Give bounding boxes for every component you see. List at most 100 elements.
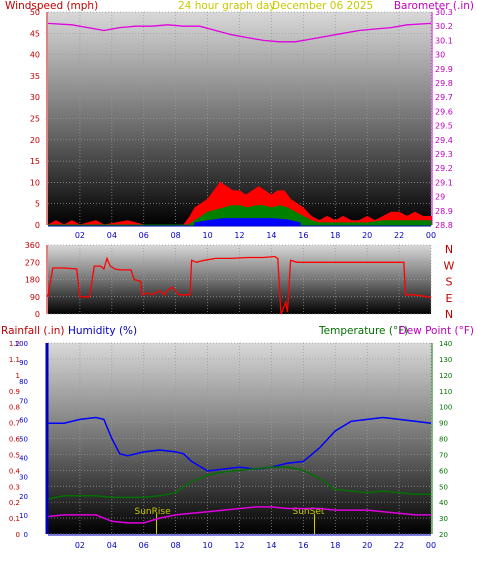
humidity-tick-label: 80: [19, 378, 28, 386]
temperature-tick-label: 140: [439, 340, 452, 348]
rainfall-tick-label: 0.7: [9, 420, 20, 428]
windspeed-axis: 0 5 10 15 20 25 30 35 40 45 50: [30, 8, 48, 230]
barometer-label: Barometer (.in): [394, 0, 474, 12]
panel-2-grid: [48, 244, 432, 315]
time-tick-label: 12: [234, 231, 244, 240]
time-tick-label: 00: [426, 541, 436, 550]
rainfall-tick-label: 0.6: [9, 436, 21, 444]
time-tick-label: 22: [394, 541, 404, 550]
windspeed-tick-label: 40: [30, 51, 40, 60]
temperature-tick-label: 120: [439, 372, 452, 380]
time-tick-label: 04: [107, 231, 117, 240]
temperature-tick-label: 40: [439, 499, 448, 507]
time-tick-label: 08: [171, 231, 181, 240]
compass-label: N: [445, 308, 453, 321]
direction-tick-label: 90: [30, 293, 40, 302]
series-humidity-line: [48, 416, 432, 472]
humidity-tick-label: 50: [19, 436, 28, 444]
humidity-tick-label: 100: [15, 340, 28, 348]
barometer-tick-label: 30.3: [435, 8, 453, 17]
time-tick-label: 08: [171, 541, 181, 550]
barometer-tick-label: 30.1: [435, 36, 453, 45]
humidity-tick-label: 10: [19, 512, 28, 520]
compass-label: N: [445, 243, 453, 256]
windspeed-tick-label: 25: [30, 115, 40, 124]
rainfall-axis: 0 0.1 0.2 0.3 0.4 0.5 0.6 0.7 0.8 0.9 1 1.1 1.2: [9, 340, 21, 539]
humidity-tick-label: 30: [19, 474, 28, 482]
time-tick-label: 22: [394, 231, 404, 240]
time-tick-label: 06: [139, 231, 149, 240]
humidity-label: Humidity (%): [68, 325, 137, 337]
compass-label: W: [444, 259, 455, 272]
windspeed-label: Windspeed (mph): [5, 0, 98, 12]
humidity-tick-label: 40: [19, 455, 28, 463]
time-tick-label: 20: [362, 231, 372, 240]
series-barometer-line: [47, 22, 432, 43]
rainfall-tick-label: 0.1: [9, 515, 20, 523]
windspeed-tick-label: 35: [30, 72, 40, 81]
time-tick-label: 20: [362, 541, 372, 550]
barometer-axis: 28.8 28.9 29 29.1 29.2 29.3 29.4 29.5 29.6 29.7 29…: [431, 8, 453, 230]
panel-3-time-axis: 02 04 06 08 10 12 14 16 18 20 22 00: [48, 534, 436, 550]
time-tick-label: 16: [298, 231, 308, 240]
compass-label: E: [446, 292, 453, 305]
humidity-tick-label: 70: [19, 397, 28, 405]
date-label: December 06 2025: [272, 0, 373, 12]
barometer-tick-label: 29.1: [435, 178, 453, 187]
sun-annotation-label: SunSet: [293, 507, 325, 517]
temperature-tick-label: 100: [439, 404, 452, 412]
panel-1-series: [47, 22, 432, 226]
sun-annotation-label: SunRise: [135, 507, 172, 517]
rainfall-tick-label: 0.4: [9, 467, 21, 475]
time-tick-label: 04: [107, 541, 117, 550]
humidity-tick-label: 0: [24, 531, 28, 539]
direction-tick-label: 180: [25, 276, 40, 285]
barometer-tick-label: 28.9: [435, 207, 453, 216]
windspeed-tick-label: 50: [30, 8, 40, 17]
temp-humidity-panel: SunRise SunSet 00.10.20.30.40.50.60.70.80…: [9, 340, 453, 550]
time-tick-label: 02: [75, 231, 85, 240]
series-temperature-line: [47, 466, 431, 500]
barometer-tick-label: 28.8: [435, 221, 453, 230]
windspeed-tick-label: 10: [30, 178, 40, 187]
series-wind-direction-line: [47, 255, 432, 315]
windspeed-tick-label: 0: [35, 221, 40, 230]
panel-2-series: [47, 255, 432, 315]
direction-tick-label: 360: [25, 241, 40, 250]
direction-degree-axis: 0 90 180 270 360: [25, 241, 48, 319]
series-wind-calm-line: [194, 218, 301, 226]
panel-3-grid: [48, 342, 432, 535]
rainfall-tick-label: 1.2: [9, 340, 20, 348]
rainfall-tick-label: 1: [16, 372, 20, 380]
period-label: 24 hour graph day: [178, 0, 275, 12]
barometer-tick-label: 29.9: [435, 65, 453, 74]
series-dew-point-line: [47, 506, 431, 524]
series-wind-average-line: [48, 205, 432, 226]
time-tick-label: 16: [298, 541, 308, 550]
barometer-tick-label: 29.6: [435, 107, 453, 116]
sun-annotations: SunRise SunSet: [135, 507, 325, 534]
time-tick-label: 10: [202, 231, 212, 240]
temperature-tick-label: 80: [439, 436, 448, 444]
temperature-tick-label: 90: [439, 420, 448, 428]
time-tick-label: 18: [330, 541, 340, 550]
direction-tick-label: 270: [25, 258, 40, 267]
temperature-tick-label: 20: [439, 531, 448, 539]
temperature-tick-label: 60: [439, 467, 448, 475]
barometer-tick-label: 29.2: [435, 164, 453, 173]
barometer-tick-label: 29.4: [435, 136, 453, 145]
series-wind-gust-line: [47, 181, 432, 226]
rainfall-tick-label: 0: [16, 531, 20, 539]
time-tick-label: 06: [139, 541, 149, 550]
time-tick-label: 14: [266, 541, 276, 550]
compass-label: S: [446, 276, 453, 289]
rainfall-tick-label: 1.1: [9, 356, 20, 364]
time-tick-label: 14: [266, 231, 276, 240]
panel-1-time-axis: 02 04 06 08 10 12 14 16 18 20 22 00: [48, 225, 436, 240]
time-tick-label: 12: [234, 541, 244, 550]
temperature-tick-label: 30: [439, 515, 448, 523]
rainfall-tick-label: 0.8: [9, 404, 20, 412]
